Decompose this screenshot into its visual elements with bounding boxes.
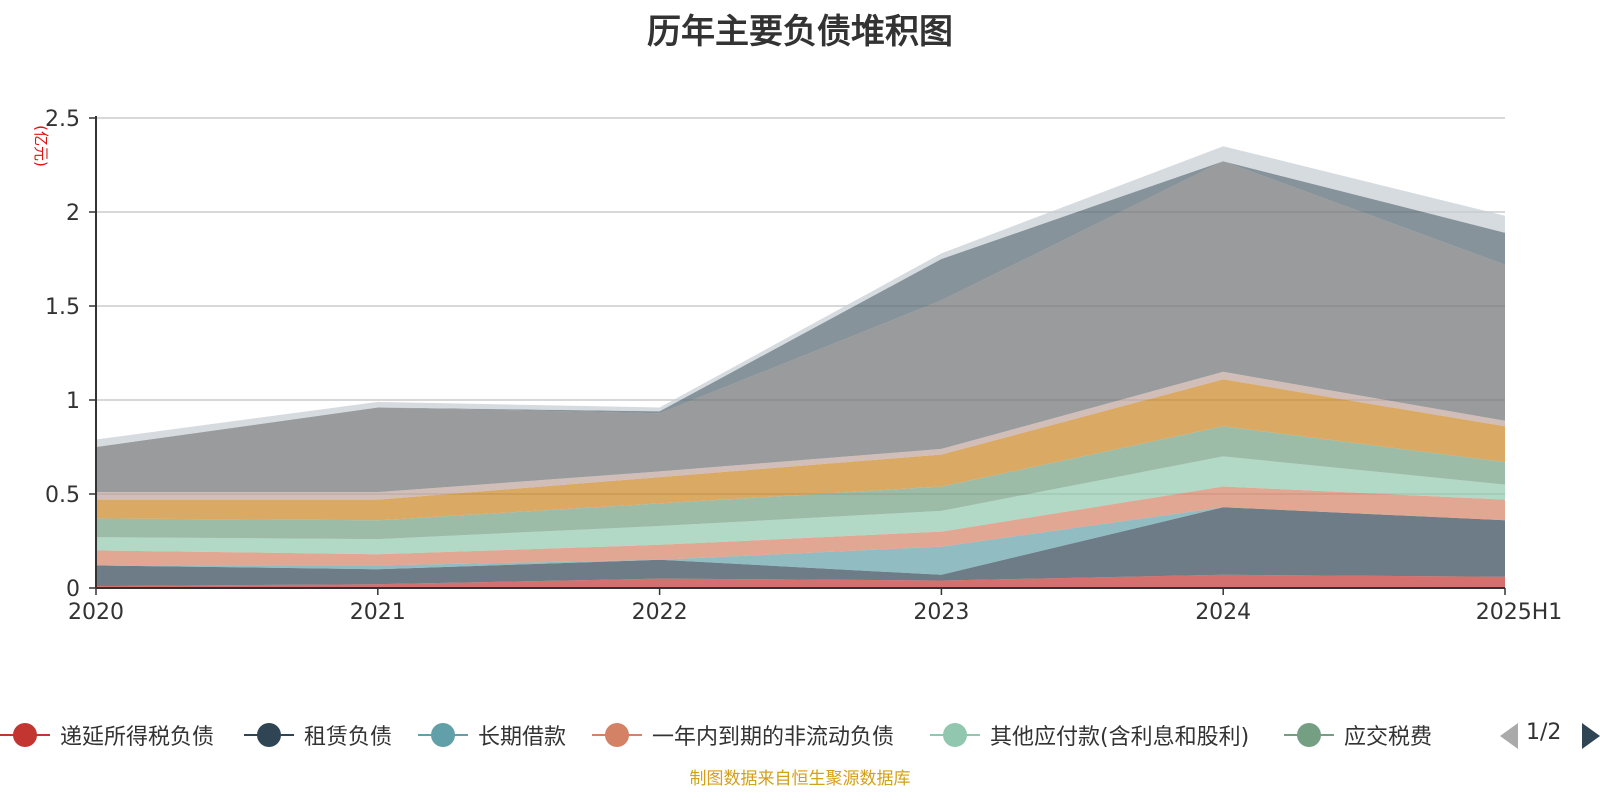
y-tick-label: 0.5 — [45, 483, 80, 508]
y-tick-label: 1 — [66, 389, 80, 414]
x-tick-label: 2022 — [632, 600, 688, 625]
legend-pager: 1/2 — [1500, 718, 1600, 752]
y-tick-label: 2 — [66, 201, 80, 226]
y-axis-unit-label: (亿元) — [32, 125, 50, 167]
data-source-note: 制图数据来自恒生聚源数据库 — [689, 769, 911, 789]
series-area-5 — [96, 456, 1505, 555]
legend-marker-icon — [1284, 718, 1334, 752]
legend-item[interactable]: 递延所得税负债 — [0, 718, 214, 752]
legend-label: 租赁负债 — [304, 725, 393, 750]
series-area-9 — [96, 161, 1505, 493]
legend-label: 长期借款 — [478, 725, 567, 750]
stacked-area-chart: 0 0.5 1 1.5 2 2.5 2020 2021 2022 2023 2024 2025H1 (… — [32, 107, 1562, 625]
legend-item[interactable]: 租赁负债 — [244, 718, 392, 752]
legend: 递延所得税负债 租赁负债 长期借款 一年内到期的非流动负债 其他应付款(含利息和股利) 应… — [0, 718, 1600, 752]
x-tick-label: 2021 — [350, 600, 406, 625]
legend-prev-page-icon[interactable] — [1500, 723, 1518, 749]
x-tick-label: 2020 — [68, 600, 124, 625]
legend-next-page-icon[interactable] — [1582, 723, 1600, 749]
chart-title: 历年主要负债堆积图 — [647, 12, 953, 52]
legend-item[interactable]: 应交税费 — [1284, 718, 1432, 752]
y-tick-label: 1.5 — [45, 295, 80, 320]
legend-item[interactable]: 其他应付款(含利息和股利) — [930, 718, 1249, 752]
legend-label: 其他应付款(含利息和股利) — [990, 725, 1250, 750]
series-area-1 — [96, 574, 1505, 588]
legend-marker-icon — [0, 718, 50, 752]
legend-item[interactable]: 一年内到期的非流动负债 — [592, 718, 894, 752]
x-tick-label: 2024 — [1195, 600, 1251, 625]
series-area-6 — [96, 426, 1505, 540]
series-area-2 — [96, 507, 1505, 587]
series-area-7 — [96, 379, 1505, 521]
legend-item[interactable]: 长期借款 — [418, 718, 566, 752]
y-tick-label: 0 — [66, 577, 80, 602]
x-tick-label: 2023 — [913, 600, 969, 625]
axes: 0 0.5 1 1.5 2 2.5 2020 2021 2022 2023 2024 2025H1 — [45, 107, 1562, 625]
y-tick-label: 2.5 — [45, 107, 80, 132]
legend-marker-icon — [930, 718, 980, 752]
series-areas — [96, 146, 1505, 588]
legend-marker-icon — [592, 718, 642, 752]
series-area-4 — [96, 486, 1505, 566]
legend-marker-icon — [418, 718, 468, 752]
legend-page-indicator: 1/2 — [1526, 720, 1562, 745]
legend-label: 应交税费 — [1344, 725, 1433, 750]
legend-label: 一年内到期的非流动负债 — [652, 725, 895, 750]
x-tick-label: 2025H1 — [1476, 600, 1563, 625]
series-area-3 — [96, 507, 1505, 575]
legend-marker-icon — [244, 718, 294, 752]
legend-label: 递延所得税负债 — [60, 725, 215, 750]
